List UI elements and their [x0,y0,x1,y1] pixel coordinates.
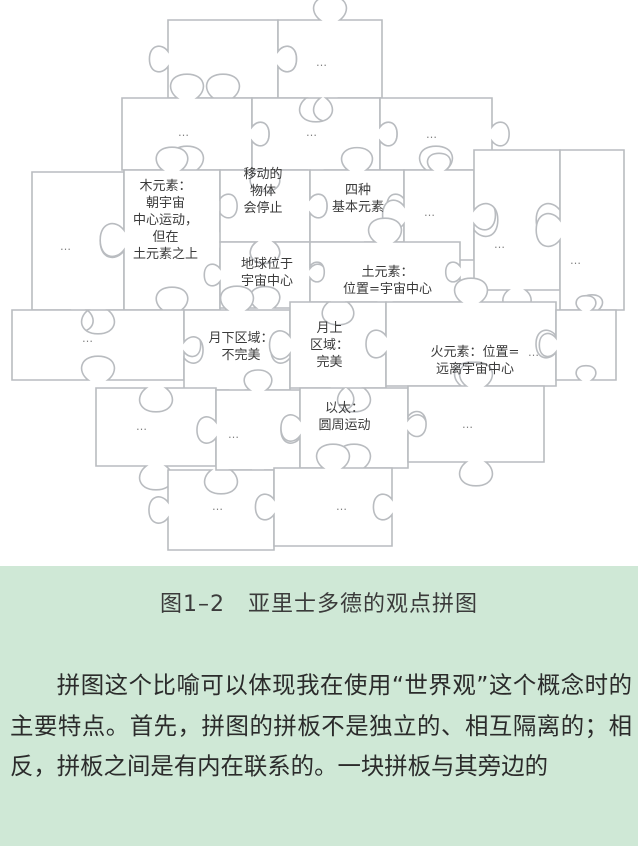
ellipsis: … [82,332,94,345]
puzzle-piece [538,294,617,381]
ellipsis: … [424,206,436,219]
puzzle-piece [407,361,545,487]
ellipsis: … [336,500,348,513]
label-wood-element: 木元素： 朝宇宙 中心运动， 但在 土元素之上 [132,179,198,262]
puzzle-pieces [11,0,625,551]
label-earth-element: 土元素： 位置=宇宙中心 [343,265,432,297]
ellipsis: … [528,346,540,359]
ellipsis: … [178,126,190,139]
ellipsis: … [212,500,224,513]
ellipsis: … [228,428,240,441]
ellipsis: … [136,420,148,433]
body-paragraph: 拼图这个比喻可以体现我在使用“世界观”这个概念时的主要特点。首先，拼图的拼板不是… [10,671,632,780]
label-four-elements: 四种 基本元素 [331,183,384,215]
label-moving-objects: 移动的 物体 会停止 [243,167,283,216]
label-fire-element: 火元素：位置= 远离宇宙中心 [430,345,520,377]
ellipsis: … [306,126,318,139]
ellipsis: … [570,254,582,267]
label-sublunar: 月下区域： 不完美 [208,331,274,363]
label-earth-center: 地球位于 宇宙中心 [240,257,293,289]
puzzle-piece [11,309,202,381]
label-ether: 以太： 圆周运动 [318,401,371,433]
puzzle-figure: 木元素： 朝宇宙 中心运动， 但在 土元素之上 移动的 物体 会停止 四种 基本… [0,0,638,566]
ellipsis: … [316,56,328,69]
puzzle-piece [365,277,557,387]
ellipsis: … [426,128,438,141]
ellipsis: … [494,238,506,251]
puzzle-piece [254,443,393,547]
ellipsis: … [462,418,474,431]
label-superlunar: 月上 区域： 完美 [309,321,349,370]
ellipsis: … [60,240,72,253]
figure-caption: 图1–2 亚里士多德的观点拼图 [160,592,478,617]
puzzle-piece [280,387,428,469]
